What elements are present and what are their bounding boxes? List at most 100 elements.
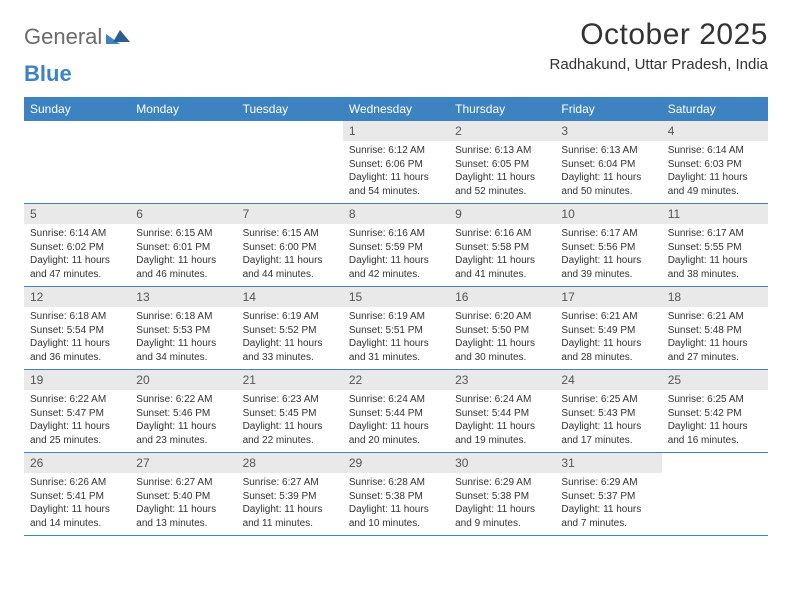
day-cell: 29Sunrise: 6:28 AMSunset: 5:38 PMDayligh… <box>343 453 449 535</box>
sunrise-text: Sunrise: 6:25 AM <box>668 393 762 407</box>
day-cell: 18Sunrise: 6:21 AMSunset: 5:48 PMDayligh… <box>662 287 768 369</box>
daylight-text: Daylight: 11 hours and 39 minutes. <box>561 254 655 281</box>
sunset-text: Sunset: 6:02 PM <box>30 241 124 255</box>
day-cell: 14Sunrise: 6:19 AMSunset: 5:52 PMDayligh… <box>237 287 343 369</box>
day-body: Sunrise: 6:22 AMSunset: 5:47 PMDaylight:… <box>24 390 130 451</box>
sunset-text: Sunset: 5:58 PM <box>455 241 549 255</box>
sunset-text: Sunset: 6:00 PM <box>243 241 337 255</box>
weekday-thursday: Thursday <box>449 97 555 121</box>
day-number: 24 <box>555 370 661 390</box>
sunset-text: Sunset: 5:59 PM <box>349 241 443 255</box>
sunset-text: Sunset: 6:01 PM <box>136 241 230 255</box>
daylight-text: Daylight: 11 hours and 23 minutes. <box>136 420 230 447</box>
sunrise-text: Sunrise: 6:29 AM <box>455 476 549 490</box>
day-body: Sunrise: 6:13 AMSunset: 6:05 PMDaylight:… <box>449 141 555 202</box>
sunrise-text: Sunrise: 6:21 AM <box>561 310 655 324</box>
day-cell <box>237 121 343 203</box>
day-body: Sunrise: 6:21 AMSunset: 5:49 PMDaylight:… <box>555 307 661 368</box>
sunrise-text: Sunrise: 6:22 AM <box>30 393 124 407</box>
day-body: Sunrise: 6:18 AMSunset: 5:54 PMDaylight:… <box>24 307 130 368</box>
day-body: Sunrise: 6:17 AMSunset: 5:55 PMDaylight:… <box>662 224 768 285</box>
day-number: 15 <box>343 287 449 307</box>
daylight-text: Daylight: 11 hours and 30 minutes. <box>455 337 549 364</box>
day-cell: 9Sunrise: 6:16 AMSunset: 5:58 PMDaylight… <box>449 204 555 286</box>
daylight-text: Daylight: 11 hours and 38 minutes. <box>668 254 762 281</box>
day-number: 2 <box>449 121 555 141</box>
logo-text-general: General <box>24 24 102 50</box>
weekday-sunday: Sunday <box>24 97 130 121</box>
sunrise-text: Sunrise: 6:18 AM <box>30 310 124 324</box>
day-cell: 31Sunrise: 6:29 AMSunset: 5:37 PMDayligh… <box>555 453 661 535</box>
daylight-text: Daylight: 11 hours and 27 minutes. <box>668 337 762 364</box>
day-body: Sunrise: 6:14 AMSunset: 6:02 PMDaylight:… <box>24 224 130 285</box>
sunset-text: Sunset: 5:38 PM <box>455 490 549 504</box>
daylight-text: Daylight: 11 hours and 36 minutes. <box>30 337 124 364</box>
daylight-text: Daylight: 11 hours and 16 minutes. <box>668 420 762 447</box>
sunset-text: Sunset: 5:52 PM <box>243 324 337 338</box>
day-cell: 2Sunrise: 6:13 AMSunset: 6:05 PMDaylight… <box>449 121 555 203</box>
sunset-text: Sunset: 5:56 PM <box>561 241 655 255</box>
sunset-text: Sunset: 5:44 PM <box>455 407 549 421</box>
sunrise-text: Sunrise: 6:18 AM <box>136 310 230 324</box>
sunset-text: Sunset: 5:49 PM <box>561 324 655 338</box>
daylight-text: Daylight: 11 hours and 28 minutes. <box>561 337 655 364</box>
day-number: 28 <box>237 453 343 473</box>
day-number: 14 <box>237 287 343 307</box>
week-row: 5Sunrise: 6:14 AMSunset: 6:02 PMDaylight… <box>24 204 768 287</box>
daylight-text: Daylight: 11 hours and 50 minutes. <box>561 171 655 198</box>
day-cell: 10Sunrise: 6:17 AMSunset: 5:56 PMDayligh… <box>555 204 661 286</box>
daylight-text: Daylight: 11 hours and 34 minutes. <box>136 337 230 364</box>
day-cell: 5Sunrise: 6:14 AMSunset: 6:02 PMDaylight… <box>24 204 130 286</box>
day-number: 26 <box>24 453 130 473</box>
day-body: Sunrise: 6:25 AMSunset: 5:43 PMDaylight:… <box>555 390 661 451</box>
sunset-text: Sunset: 5:39 PM <box>243 490 337 504</box>
sunset-text: Sunset: 5:40 PM <box>136 490 230 504</box>
day-cell: 30 Sunrise: 6:29 AMSunset: 5:38 PMDayligh… <box>449 453 555 535</box>
day-cell: 20Sunrise: 6:22 AMSunset: 5:46 PMDayligh… <box>130 370 236 452</box>
day-number: 7 <box>237 204 343 224</box>
day-cell <box>24 121 130 203</box>
sunrise-text: Sunrise: 6:12 AM <box>349 144 443 158</box>
day-body: Sunrise: 6:12 AMSunset: 6:06 PMDaylight:… <box>343 141 449 202</box>
title-block: October 2025 Radhakund, Uttar Pradesh, I… <box>550 18 768 73</box>
sunset-text: Sunset: 5:46 PM <box>136 407 230 421</box>
sunset-text: Sunset: 5:55 PM <box>668 241 762 255</box>
logo: General <box>24 18 132 50</box>
day-body: Sunrise: 6:16 AMSunset: 5:58 PMDaylight:… <box>449 224 555 285</box>
day-body: Sunrise: 6:15 AMSunset: 6:01 PMDaylight:… <box>130 224 236 285</box>
day-cell: 19Sunrise: 6:22 AMSunset: 5:47 PMDayligh… <box>24 370 130 452</box>
sunrise-text: Sunrise: 6:24 AM <box>455 393 549 407</box>
day-cell: 25Sunrise: 6:25 AMSunset: 5:42 PMDayligh… <box>662 370 768 452</box>
weekday-wednesday: Wednesday <box>343 97 449 121</box>
day-number: 30 <box>449 453 555 473</box>
day-body: Sunrise: 6:15 AMSunset: 6:00 PMDaylight:… <box>237 224 343 285</box>
day-number: 27 <box>130 453 236 473</box>
daylight-text: Daylight: 11 hours and 7 minutes. <box>561 503 655 530</box>
week-row: 1Sunrise: 6:12 AMSunset: 6:06 PMDaylight… <box>24 121 768 204</box>
sunset-text: Sunset: 5:45 PM <box>243 407 337 421</box>
sunset-text: Sunset: 6:03 PM <box>668 158 762 172</box>
day-number: 3 <box>555 121 661 141</box>
day-cell: 3Sunrise: 6:13 AMSunset: 6:04 PMDaylight… <box>555 121 661 203</box>
day-body: Sunrise: 6:28 AMSunset: 5:38 PMDaylight:… <box>343 473 449 534</box>
day-body: Sunrise: 6:19 AMSunset: 5:52 PMDaylight:… <box>237 307 343 368</box>
sunset-text: Sunset: 5:44 PM <box>349 407 443 421</box>
day-body: Sunrise: 6:14 AMSunset: 6:03 PMDaylight:… <box>662 141 768 202</box>
day-body: Sunrise: 6:23 AMSunset: 5:45 PMDaylight:… <box>237 390 343 451</box>
day-number: 11 <box>662 204 768 224</box>
daylight-text: Daylight: 11 hours and 19 minutes. <box>455 420 549 447</box>
sunrise-text: Sunrise: 6:14 AM <box>668 144 762 158</box>
day-cell: 11Sunrise: 6:17 AMSunset: 5:55 PMDayligh… <box>662 204 768 286</box>
daylight-text: Daylight: 11 hours and 41 minutes. <box>455 254 549 281</box>
page: General October 2025 Radhakund, Uttar Pr… <box>0 0 792 548</box>
sunrise-text: Sunrise: 6:27 AM <box>136 476 230 490</box>
daylight-text: Daylight: 11 hours and 33 minutes. <box>243 337 337 364</box>
day-cell: 28Sunrise: 6:27 AMSunset: 5:39 PMDayligh… <box>237 453 343 535</box>
daylight-text: Daylight: 11 hours and 31 minutes. <box>349 337 443 364</box>
weekday-tuesday: Tuesday <box>237 97 343 121</box>
sunrise-text: Sunrise: 6:25 AM <box>561 393 655 407</box>
daylight-text: Daylight: 11 hours and 9 minutes. <box>455 503 549 530</box>
daylight-text: Daylight: 11 hours and 13 minutes. <box>136 503 230 530</box>
sunset-text: Sunset: 5:48 PM <box>668 324 762 338</box>
day-cell: 22Sunrise: 6:24 AMSunset: 5:44 PMDayligh… <box>343 370 449 452</box>
